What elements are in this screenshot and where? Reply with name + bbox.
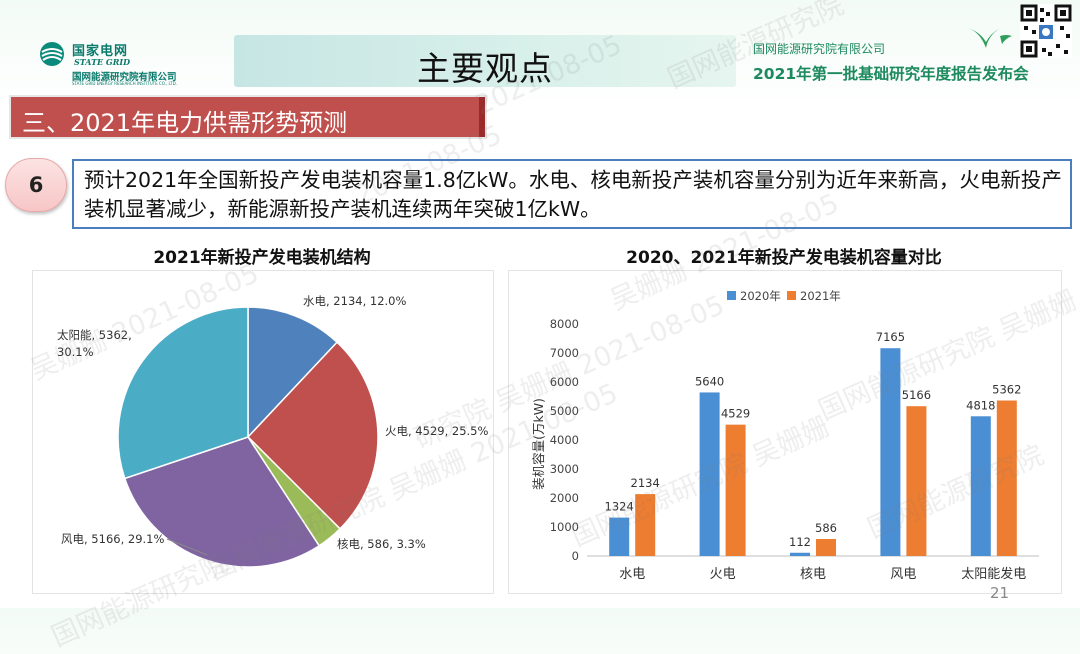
page-number: 21: [990, 584, 1010, 602]
bar-2-1: [816, 539, 836, 556]
bar-1-0: [699, 392, 720, 556]
bar-chart-title: 2020、2021年新投产发电装机容量对比: [626, 248, 942, 268]
pie-label-4-line2: 30.1%: [57, 345, 94, 359]
pie-label-4: 太阳能, 5362,: [57, 328, 132, 342]
point-number-badge: 6: [5, 158, 67, 212]
x-category-label: 风电: [890, 567, 916, 582]
pie-label-2: 核电, 586, 3.3%: [337, 537, 426, 551]
bar-1-1: [725, 424, 746, 556]
y-axis-label: 装机容量(万kW): [531, 398, 546, 490]
logo-institute-text: 国网能源研究院有限公司: [72, 72, 177, 83]
bar-value-label: 4818: [966, 398, 995, 412]
x-category-label: 核电: [800, 567, 826, 582]
page-title: 主要观点: [417, 49, 553, 88]
bar-value-label: 5166: [902, 388, 931, 402]
legend-label-1: 2021年: [800, 289, 841, 303]
bar-chart-panel: 2020年 2021年 0 1000 2000 3000 4000 5000 6000 7000…: [508, 270, 1062, 594]
organizer-name: 国网能源研究院有限公司: [753, 42, 886, 56]
bar-4-0: [970, 416, 991, 556]
y-tick-label: 2000: [550, 491, 579, 505]
legend-label-0: 2020年: [740, 289, 781, 303]
pie-chart: 水电, 2134, 12.0% 火电, 4529, 25.5% 核电, 586, 3…: [57, 294, 488, 568]
pie-slice-1: [246, 341, 379, 530]
pie-slice-0: [247, 306, 339, 439]
y-tick-label: 3000: [550, 462, 579, 476]
bar-value-label: 5640: [695, 374, 724, 388]
logo-en-text: STATE GRID: [74, 57, 131, 67]
pie-label-3: 风电, 5166, 29.1%: [61, 532, 164, 546]
x-category-label: 火电: [710, 567, 736, 582]
section-banner: [11, 97, 485, 137]
bar-3-1: [906, 406, 927, 556]
event-name: 2021年第一批基础研究年度报告发布会: [753, 65, 1029, 83]
y-tick-label: 6000: [550, 375, 579, 389]
pie-leader-line: [166, 538, 208, 556]
y-tick-label: 1000: [550, 520, 579, 534]
bar-4-1: [996, 400, 1017, 556]
bar-2-0: [790, 552, 810, 556]
bar-value-label: 1324: [605, 500, 634, 514]
y-tick-label: 0: [572, 549, 579, 563]
state-grid-logo-icon: [40, 42, 64, 66]
bar-0-1: [635, 494, 656, 556]
pie-chart-title: 2021年新投产发电装机结构: [153, 248, 371, 268]
bar-value-label: 586: [815, 521, 837, 535]
bar-chart: 2020年 2021年 0 1000 2000 3000 4000 5000 6000 7000…: [531, 289, 1039, 582]
bird-icon: [968, 28, 1012, 48]
legend-swatch-0: [727, 291, 736, 300]
point-box: [72, 159, 1072, 229]
x-category-label: 太阳能发电: [961, 566, 1026, 582]
point-text: 预计2021年全国新投产发电装机容量1.8亿kW。水电、核电新投产装机容量分别为…: [84, 168, 1062, 221]
y-tick-label: 7000: [550, 346, 579, 360]
section-title: 三、2021年电力供需形势预测: [22, 109, 348, 137]
bar-value-label: 5362: [992, 383, 1021, 397]
pie-slice-3: [123, 436, 321, 568]
logo-institute-en-text: STATE GRID ENERGY RESEARCH INSTITUTE CO.…: [72, 81, 177, 86]
legend-swatch-1: [787, 291, 796, 300]
title-banner: [234, 35, 736, 87]
logo-cn-text: 国家电网: [72, 44, 129, 59]
qr-code-icon[interactable]: [1020, 4, 1072, 58]
y-tick-label: 5000: [550, 404, 579, 418]
bar-value-label: 112: [789, 535, 811, 549]
pie-label-1: 火电, 4529, 25.5%: [385, 424, 488, 438]
y-tick-label: 4000: [550, 433, 579, 447]
bar-value-label: 4529: [721, 407, 750, 421]
x-category-label: 水电: [619, 567, 645, 582]
y-tick-label: 8000: [550, 317, 579, 331]
pie-chart-panel: 水电, 2134, 12.0% 火电, 4529, 25.5% 核电, 586, 3…: [32, 270, 494, 594]
bar-value-label: 2134: [631, 476, 660, 490]
bar-value-label: 7165: [876, 330, 905, 344]
bar-0-0: [609, 517, 630, 556]
pie-slice-4: [117, 306, 249, 480]
pie-label-0: 水电, 2134, 12.0%: [303, 294, 406, 308]
bar-3-0: [880, 348, 901, 556]
